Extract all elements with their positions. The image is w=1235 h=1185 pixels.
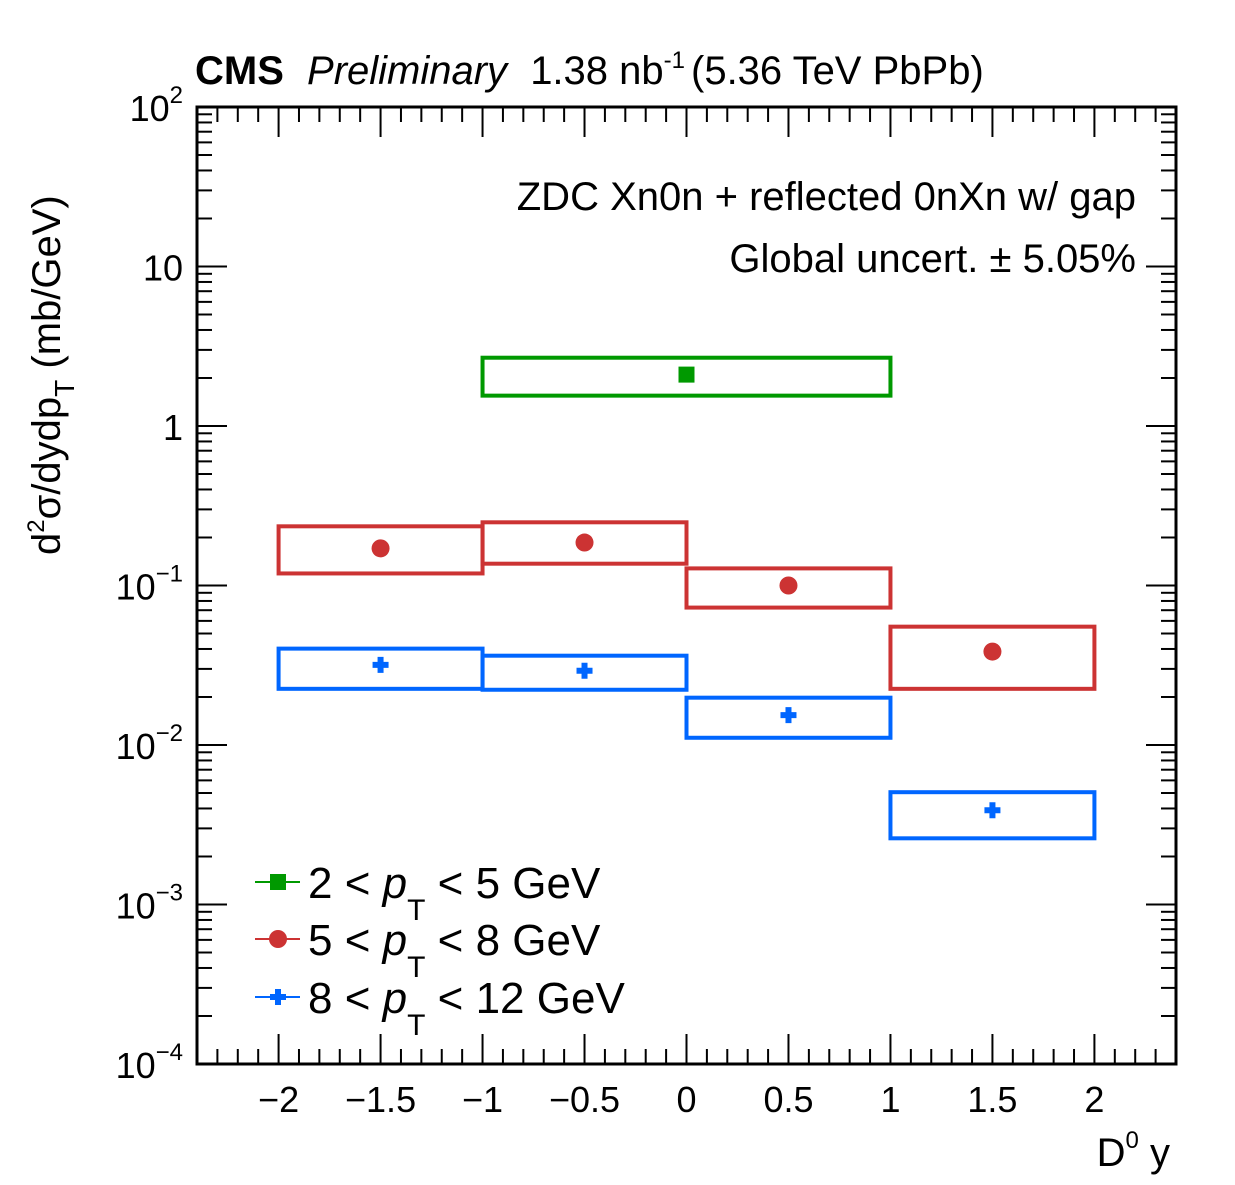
legend-label: 5 < pT < 8 GeV xyxy=(308,916,601,984)
energy-label: (5.36 TeV PbPb) xyxy=(691,49,984,93)
data-point xyxy=(678,366,695,383)
data-point xyxy=(779,576,798,595)
x-tick-label: 1 xyxy=(880,1079,900,1120)
data-point xyxy=(983,642,1002,661)
y-tick-label: 1 xyxy=(163,407,183,448)
legend-item: 2 < pT < 5 GeV xyxy=(255,859,601,927)
y-tick-label: 10−1 xyxy=(116,561,183,608)
annotation-trigger: ZDC Xn0n + reflected 0nXn w/ gap xyxy=(517,175,1136,219)
x-tick-label: 2 xyxy=(1084,1079,1104,1120)
data-point xyxy=(984,802,1001,819)
lumi-label: 1.38 nb xyxy=(530,49,663,93)
legend-item: 5 < pT < 8 GeV xyxy=(255,916,601,984)
y-tick-label: 10 xyxy=(143,248,183,289)
annotation-global-uncertainty: Global uncert. ± 5.05% xyxy=(729,237,1136,281)
legend-label: 8 < pT < 12 GeV xyxy=(308,974,625,1042)
syst-box xyxy=(888,790,1097,841)
x-tick-label: 0 xyxy=(676,1079,696,1120)
status-label: Preliminary xyxy=(307,49,510,93)
x-tick-label: −0.5 xyxy=(549,1079,620,1120)
data-point xyxy=(576,662,593,679)
y-axis-label: d2σ/dydpT (mb/GeV) xyxy=(23,195,80,555)
syst-box xyxy=(480,653,689,692)
syst-box xyxy=(888,624,1097,691)
plot-frame xyxy=(195,105,1178,1066)
y-tick-label: 102 xyxy=(130,82,183,129)
x-tick-label: 1.5 xyxy=(967,1079,1017,1120)
y-tick-label: 10−3 xyxy=(116,880,183,927)
syst-box xyxy=(684,695,893,740)
chart-header: CMS Preliminary 1.38 nb-1 (5.36 TeV PbPb) xyxy=(195,47,984,93)
data-point xyxy=(575,533,594,552)
data-point xyxy=(371,539,390,558)
data-point xyxy=(780,707,797,724)
legend-marker xyxy=(270,989,286,1005)
legend-item: 8 < pT < 12 GeV xyxy=(255,974,625,1042)
legend-marker xyxy=(269,930,287,948)
x-tick-label: 0.5 xyxy=(763,1079,813,1120)
syst-box xyxy=(684,566,893,610)
experiment-label: CMS xyxy=(195,49,284,93)
x-axis-label: D0 y xyxy=(1097,1127,1170,1175)
legend-marker xyxy=(270,874,286,890)
lumi-exponent: -1 xyxy=(664,47,685,74)
x-tick-label: −1.5 xyxy=(345,1079,416,1120)
syst-box xyxy=(480,520,689,566)
data-point xyxy=(372,656,389,673)
y-tick-label: 10−2 xyxy=(116,720,183,767)
legend-label: 2 < pT < 5 GeV xyxy=(308,859,601,927)
x-tick-label: −1 xyxy=(462,1079,503,1120)
syst-box xyxy=(480,355,893,398)
y-tick-label: 10−4 xyxy=(116,1039,183,1086)
x-tick-label: −2 xyxy=(258,1079,299,1120)
